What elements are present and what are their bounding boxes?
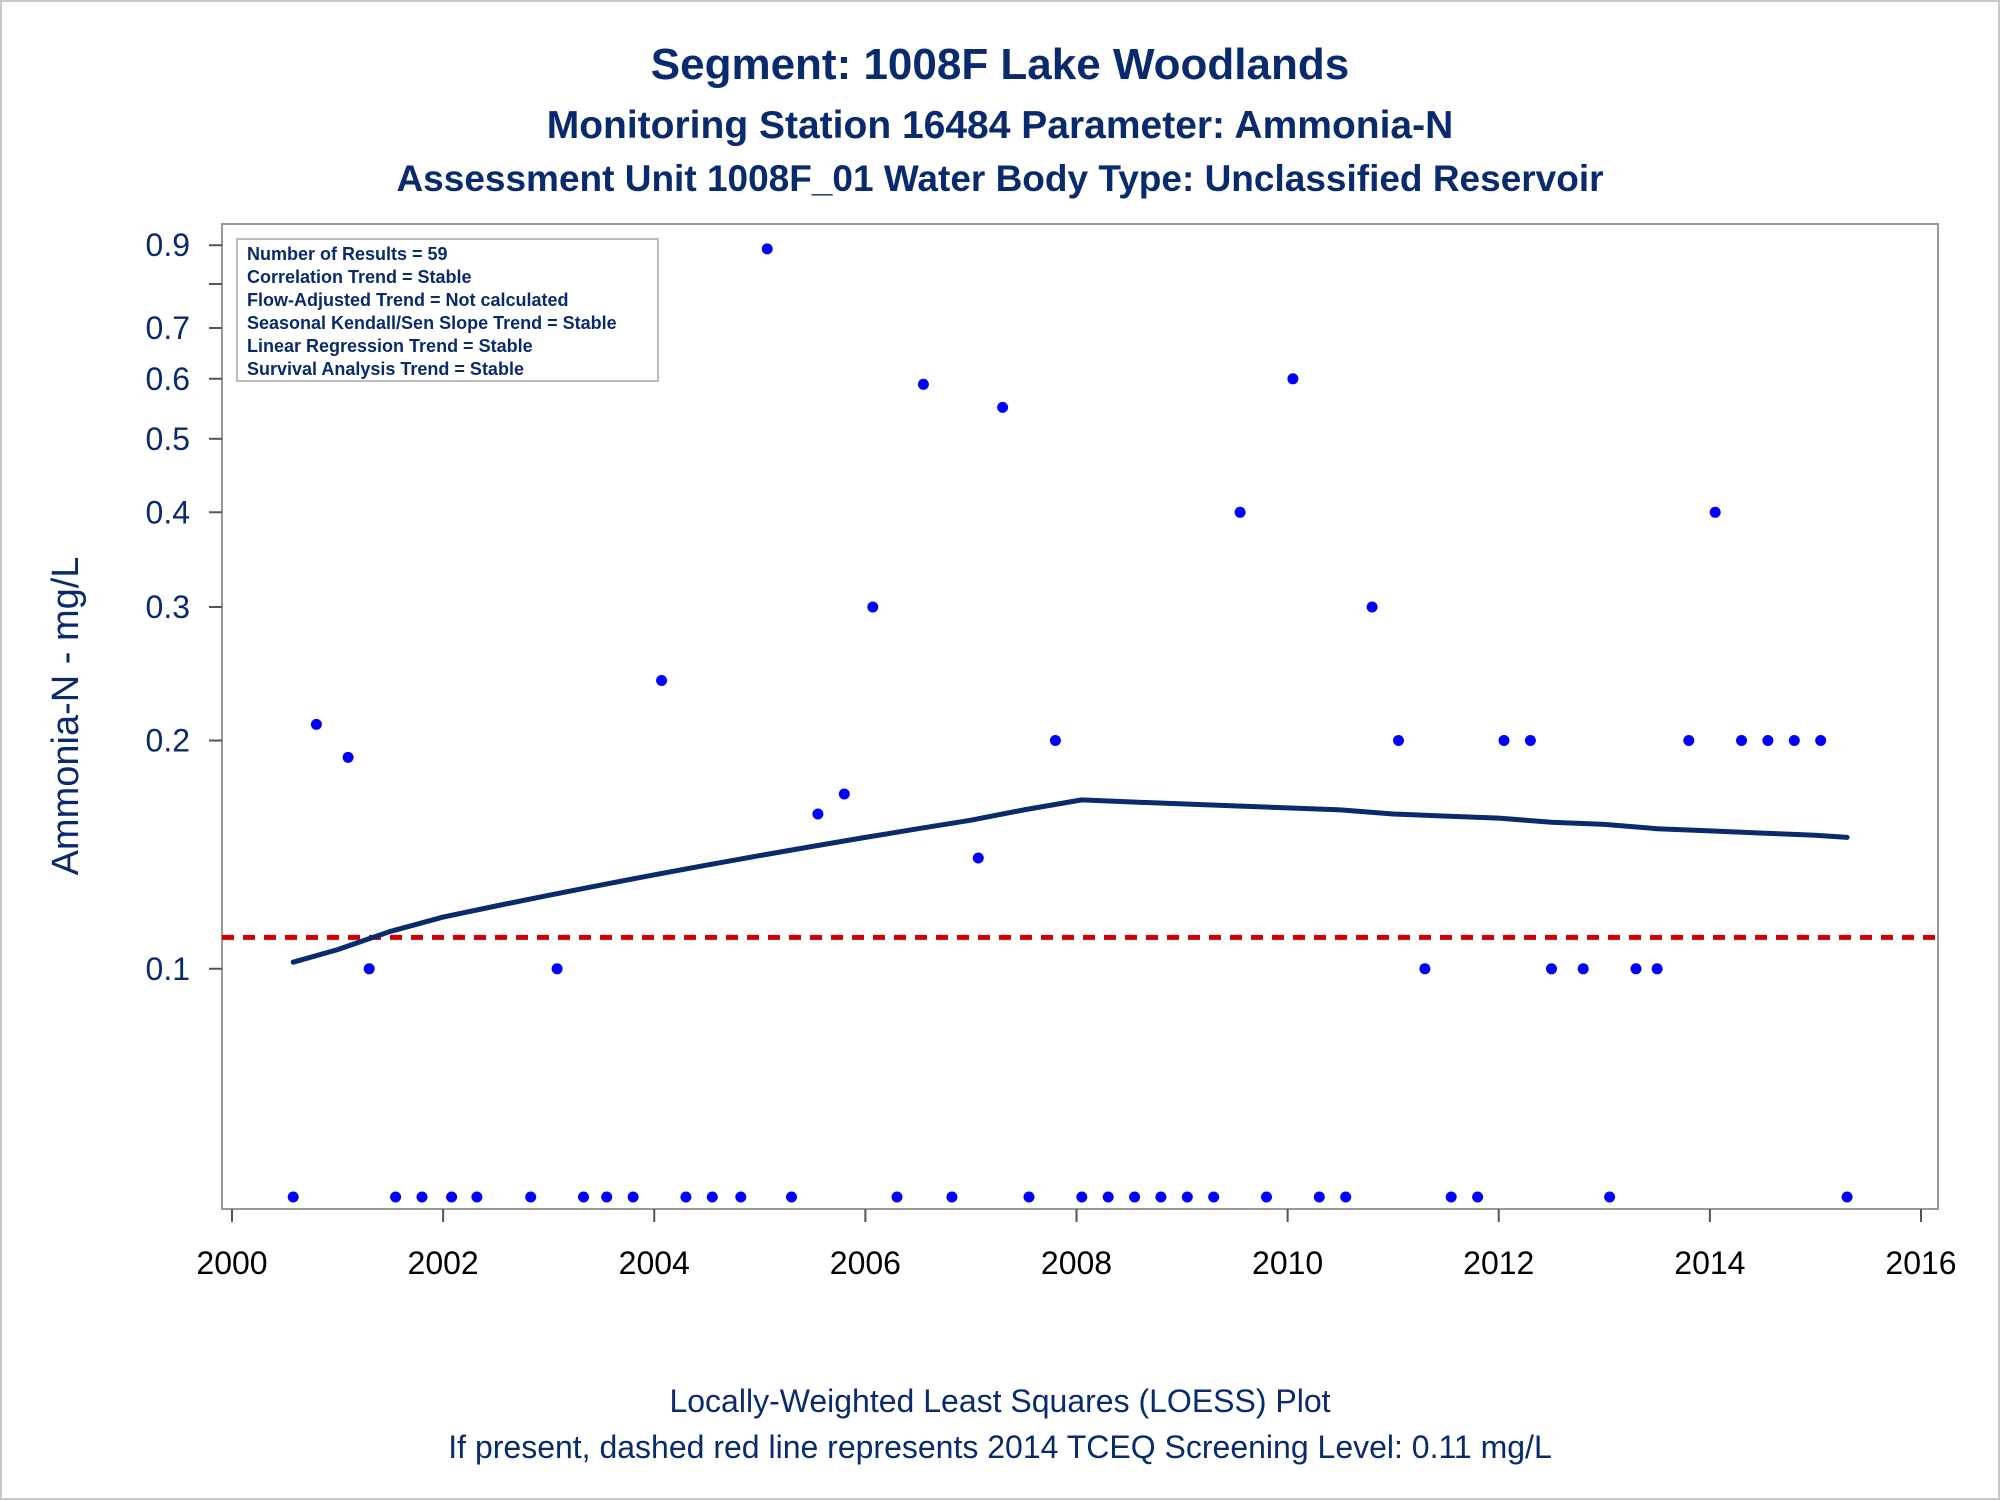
stats-legend: Number of Results = 59 Correlation Trend … — [236, 238, 659, 382]
x-tick-label: 2002 — [408, 1245, 479, 1281]
x-tick-label: 2012 — [1463, 1245, 1534, 1281]
data-point — [1472, 1191, 1484, 1203]
stats-legend-line: Seasonal Kendall/Sen Slope Trend = Stabl… — [247, 313, 617, 333]
data-point — [1234, 506, 1246, 518]
stats-legend-line: Number of Results = 59 — [247, 244, 448, 264]
data-point — [1630, 963, 1642, 975]
x-tick-label: 2016 — [1885, 1245, 1956, 1281]
data-point — [997, 401, 1009, 413]
data-point — [601, 1191, 613, 1203]
data-point — [1445, 1191, 1457, 1203]
data-point — [1049, 735, 1061, 746]
stats-legend-line: Flow-Adjusted Trend = Not calculated — [247, 290, 569, 310]
y-tick-label: 0.2 — [146, 723, 190, 759]
data-point — [867, 601, 879, 613]
data-point — [342, 751, 354, 763]
data-point — [680, 1191, 692, 1203]
data-point — [416, 1191, 428, 1203]
data-point — [1287, 373, 1299, 385]
data-point — [706, 1191, 718, 1203]
data-point — [446, 1191, 458, 1203]
footnote-screening-level: If present, dashed red line represents 2… — [448, 1429, 1551, 1465]
data-point — [946, 1191, 958, 1203]
footnote-loess: Locally-Weighted Least Squares (LOESS) P… — [669, 1383, 1330, 1419]
data-point — [735, 1191, 747, 1203]
data-point — [287, 1191, 299, 1203]
chart-subtitle-station: Monitoring Station 16484 Parameter: Ammo… — [547, 104, 1454, 147]
data-point — [525, 1191, 537, 1203]
y-tick-label: 0.7 — [146, 310, 190, 346]
x-tick-label: 2008 — [1041, 1245, 1112, 1281]
data-point — [551, 963, 563, 975]
x-tick-label: 2006 — [830, 1245, 901, 1281]
data-point — [1604, 1191, 1616, 1203]
data-point — [1366, 601, 1378, 613]
data-point — [1651, 963, 1663, 975]
data-points-group — [287, 243, 1853, 1203]
data-point — [1841, 1191, 1853, 1203]
y-tick-label: 0.6 — [146, 361, 190, 397]
data-point — [1788, 735, 1800, 746]
y-tick-label: 0.3 — [146, 589, 190, 625]
x-tick-label: 2004 — [619, 1245, 690, 1281]
data-point — [838, 788, 850, 800]
chart-subtitle-assessment-unit: Assessment Unit 1008F_01 Water Body Type… — [396, 158, 1603, 199]
y-axis-label: Ammonia-N - mg/L — [45, 557, 87, 876]
data-point — [1340, 1191, 1352, 1203]
y-tick-label: 0.5 — [146, 421, 190, 457]
x-tick-label: 2000 — [196, 1245, 267, 1281]
data-point — [786, 1191, 797, 1203]
data-point — [917, 378, 929, 390]
data-point — [1261, 1191, 1272, 1203]
data-point — [761, 243, 773, 255]
data-point — [891, 1191, 903, 1203]
data-point — [1208, 1191, 1220, 1203]
data-point — [310, 718, 322, 730]
y-axis: 0.1 0.2 0.3 0.4 0.5 0.6 0.7 0.9 — [146, 227, 222, 987]
plot-area — [221, 223, 1939, 1210]
data-point — [578, 1191, 589, 1203]
data-point — [1102, 1191, 1114, 1203]
data-point — [1076, 1191, 1088, 1203]
loess-curve-group — [290, 797, 1850, 965]
data-point — [812, 808, 824, 820]
stats-legend-line: Correlation Trend = Stable — [247, 267, 472, 287]
data-point — [1181, 1191, 1193, 1203]
data-point — [1683, 735, 1695, 746]
data-point — [1815, 735, 1827, 746]
y-tick-label: 0.4 — [146, 494, 190, 530]
loess-line — [290, 797, 1850, 965]
data-point — [1762, 735, 1774, 746]
data-point — [471, 1191, 483, 1203]
data-point — [1498, 735, 1510, 746]
data-point — [627, 1191, 639, 1203]
data-point — [656, 675, 668, 686]
x-tick-label: 2014 — [1674, 1245, 1745, 1281]
x-tick-label: 2010 — [1252, 1245, 1323, 1281]
data-point — [972, 852, 984, 864]
data-point — [1023, 1191, 1035, 1203]
data-point — [1313, 1191, 1325, 1203]
data-point — [1709, 506, 1721, 518]
data-point — [1546, 963, 1557, 975]
data-point — [1524, 735, 1536, 746]
x-axis: 2000 2002 2004 2006 2008 2010 2012 2014 2016 — [196, 1209, 1957, 1281]
data-point — [1129, 1191, 1141, 1203]
y-tick-label: 0.1 — [146, 951, 190, 987]
data-point — [1393, 735, 1404, 746]
data-point — [363, 963, 375, 975]
data-point — [1736, 735, 1747, 746]
data-point — [390, 1191, 402, 1203]
data-point — [1155, 1191, 1167, 1203]
data-point — [1577, 963, 1589, 975]
stats-legend-line: Linear Regression Trend = Stable — [247, 336, 533, 356]
stats-legend-line: Survival Analysis Trend = Stable — [247, 359, 524, 379]
y-tick-label: 0.9 — [146, 227, 190, 263]
stats-legend-box — [236, 238, 659, 382]
chart-title: Segment: 1008F Lake Woodlands — [651, 40, 1349, 89]
data-point — [1419, 963, 1431, 975]
